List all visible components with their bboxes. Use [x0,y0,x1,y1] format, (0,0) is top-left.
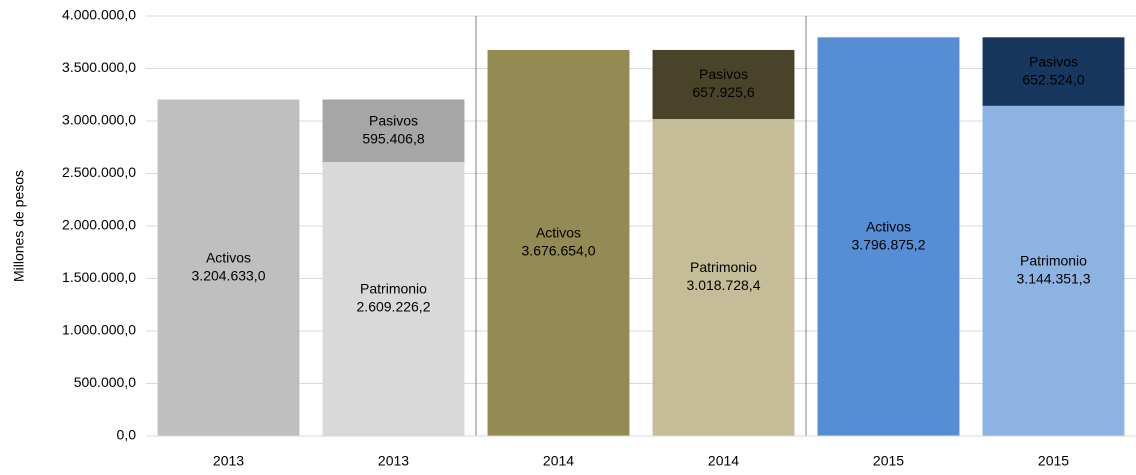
data-label-value: 657.925,6 [692,84,754,100]
y-tick-label: 1.000.000,0 [62,322,136,338]
x-tick-label: 2013 [213,453,244,469]
data-label-name: Activos [206,249,251,265]
x-tick-label: 2014 [708,453,739,469]
bar-segment [652,49,795,120]
y-tick-label: 2.000.000,0 [62,217,136,233]
bar-segment [982,105,1125,437]
data-label-name: Pasivos [369,112,418,128]
data-label-value: 2.609.226,2 [357,299,431,315]
data-label-value: 595.406,8 [362,130,424,146]
bar-segment [322,162,465,436]
data-label-value: 3.204.633,0 [192,267,266,283]
data-label-value: 3.018.728,4 [687,277,761,293]
data-label-name: Pasivos [699,66,748,82]
data-label-name: Activos [866,218,911,234]
x-tick-label: 2013 [378,453,409,469]
data-label-name: Patrimonio [1020,253,1087,269]
x-tick-label: 2015 [1038,453,1069,469]
y-tick-label: 500.000,0 [74,374,136,390]
x-tick-label: 2014 [543,453,574,469]
y-tick-label: 3.000.000,0 [62,112,136,128]
y-tick-label: 1.500.000,0 [62,269,136,285]
data-label-name: Patrimonio [690,259,757,275]
y-tick-label: 4.000.000,0 [62,7,136,23]
bar-segment [652,119,795,437]
y-tick-label: 0,0 [117,427,137,443]
data-label-name: Patrimonio [360,281,427,297]
y-tick-label: 3.500.000,0 [62,59,136,75]
data-label-value: 3.796.875,2 [852,236,926,252]
y-tick-label: 2.500.000,0 [62,164,136,180]
y-axis-label: Millones de pesos [11,170,27,282]
bar-segment [322,99,465,163]
bar-segment [817,37,960,437]
data-label-value: 3.676.654,0 [522,243,596,259]
bar-segment [157,99,300,436]
x-tick-label: 2015 [873,453,904,469]
bar-segment [487,49,630,437]
data-label-name: Pasivos [1029,53,1078,69]
bar-segment [982,37,1125,106]
data-label-value: 652.524,0 [1022,71,1084,87]
data-label-name: Activos [536,225,581,241]
data-label-value: 3.144.351,3 [1017,271,1091,287]
